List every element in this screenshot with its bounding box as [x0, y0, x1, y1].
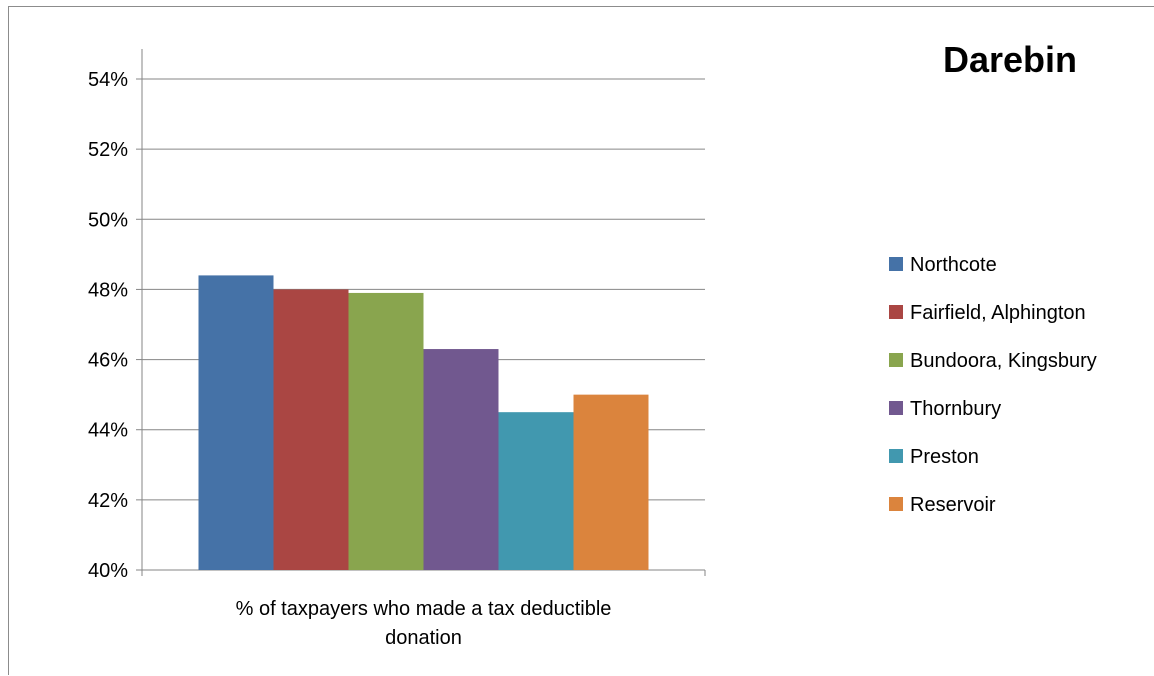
bar-reservoir — [573, 394, 649, 570]
y-tick-label: 52% — [88, 139, 128, 161]
y-tick-label: 42% — [88, 490, 128, 512]
bar-northcote — [198, 275, 274, 570]
bar-preston — [498, 412, 574, 570]
y-tick-label: 44% — [88, 420, 128, 442]
legend-swatch — [889, 401, 903, 415]
legend-swatch — [889, 305, 903, 319]
bar-thornbury — [423, 349, 499, 570]
y-tick-label: 50% — [88, 209, 128, 231]
chart-title: Darebin — [943, 39, 1077, 80]
legend-label: Northcote — [910, 254, 997, 276]
legend-swatch — [889, 449, 903, 463]
legend-swatch — [889, 353, 903, 367]
bar-chart: 40% 42% 44% 46% 48% 50% 52% 54% % of taxpayers w… — [88, 39, 1097, 649]
legend-swatch — [889, 497, 903, 511]
legend-label: Fairfield, Alphington — [910, 302, 1086, 324]
legend-label: Thornbury — [910, 398, 1001, 420]
x-category-label: % of taxpayers who made a tax deductible — [236, 598, 612, 620]
y-tick-label: 40% — [88, 560, 128, 582]
y-tick-label: 48% — [88, 279, 128, 301]
legend-label: Bundoora, Kingsbury — [910, 350, 1097, 372]
legend-swatch — [889, 257, 903, 271]
legend-label: Reservoir — [910, 494, 996, 516]
x-category-label: donation — [385, 627, 462, 649]
chart-area: 40% 42% 44% 46% 48% 50% 52% 54% % of taxpayers w… — [8, 6, 1154, 675]
legend-label: Preston — [910, 446, 979, 468]
y-tick-label: 54% — [88, 69, 128, 91]
bar-bundoora-kingsbury — [348, 292, 424, 570]
y-tick-label: 46% — [88, 350, 128, 372]
bar-fairfield-alphington — [273, 289, 349, 570]
